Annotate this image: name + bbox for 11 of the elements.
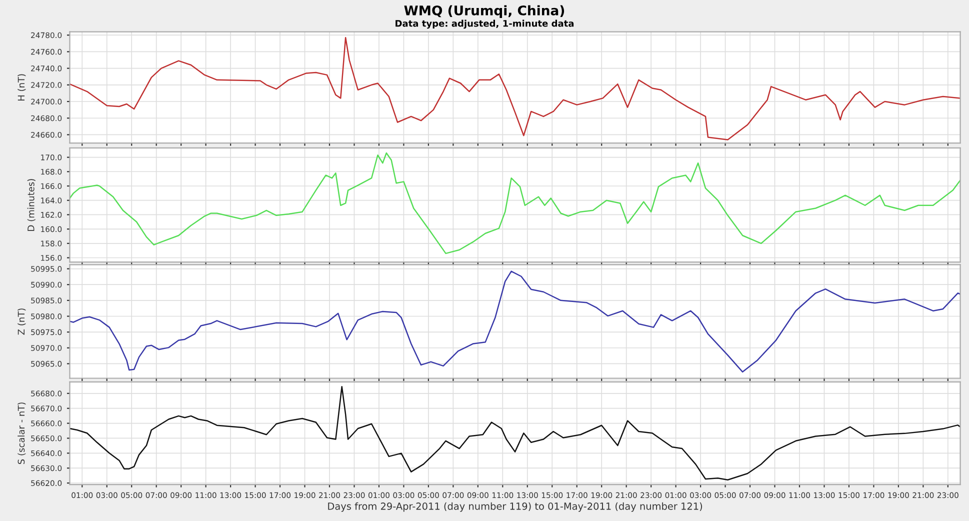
y-axis-title: S (scalar - nT) [18,402,26,464]
line-series [70,386,960,481]
chart-subtitle: Data type: adjusted, 1-minute data [396,20,574,29]
line-series [70,36,960,140]
y-axis-title: Z (nT) [18,308,26,335]
chart-title: WMQ (Urumqi, China) [404,5,564,18]
line-series [70,270,960,373]
line-series [70,152,960,254]
x-axis-title: Days from 29-Apr-2011 (day number 119) to 01-May-2011 (day number 121) [328,502,702,512]
y-axis-title: D (minutes) [27,179,36,231]
y-axis-title: H (nT) [18,74,26,100]
